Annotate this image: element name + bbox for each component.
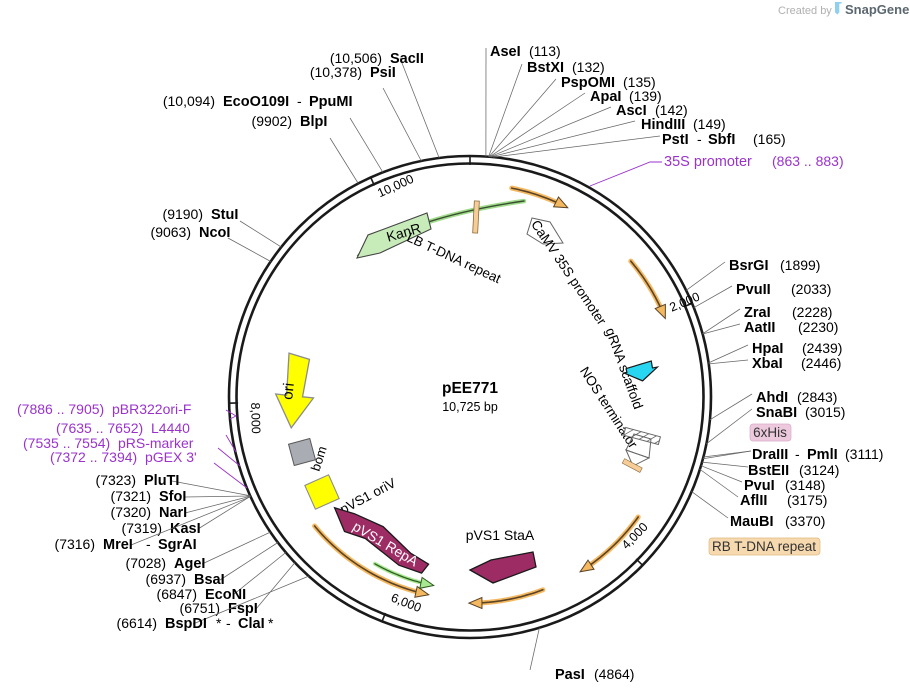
svg-text:-: - xyxy=(297,93,302,109)
svg-text:(1899): (1899) xyxy=(780,257,820,273)
svg-text:MreI: MreI xyxy=(103,537,133,553)
svg-text:pEE771: pEE771 xyxy=(442,380,498,397)
svg-text:(6751): (6751) xyxy=(180,600,220,616)
svg-text:6xHis: 6xHis xyxy=(753,425,787,440)
svg-text:(7372 .. 7394): (7372 .. 7394) xyxy=(50,449,137,465)
svg-text:(9190): (9190) xyxy=(163,206,203,222)
svg-text:(2843): (2843) xyxy=(797,389,837,405)
svg-text:(7321): (7321) xyxy=(111,488,151,504)
svg-text:BspDI: BspDI xyxy=(165,616,207,632)
svg-text:PpuMI: PpuMI xyxy=(309,94,353,110)
svg-text:(3370): (3370) xyxy=(785,513,825,529)
svg-text:AseI: AseI xyxy=(490,44,521,60)
svg-text:(10,378): (10,378) xyxy=(310,64,362,80)
svg-text:PstI: PstI xyxy=(662,132,689,148)
svg-text:(7323): (7323) xyxy=(96,472,136,488)
svg-text:AatII: AatII xyxy=(744,320,775,336)
svg-text:(3124): (3124) xyxy=(799,462,839,478)
svg-text:(9902): (9902) xyxy=(252,113,292,129)
svg-text:BsaI: BsaI xyxy=(194,572,225,588)
svg-text:HpaI: HpaI xyxy=(752,341,783,357)
svg-text:PvuI: PvuI xyxy=(744,478,775,494)
svg-text:(7316): (7316) xyxy=(55,536,95,552)
svg-text:*: * xyxy=(268,615,274,631)
svg-text:35S promoter: 35S promoter xyxy=(664,154,752,170)
svg-text:(7028): (7028) xyxy=(126,555,166,571)
svg-text:(7320): (7320) xyxy=(111,504,151,520)
svg-text:ori: ori xyxy=(279,382,298,400)
svg-text:BstEII: BstEII xyxy=(748,463,789,479)
svg-text:pGEX 3': pGEX 3' xyxy=(145,449,197,465)
svg-text:RB T-DNA repeat: RB T-DNA repeat xyxy=(712,539,816,554)
svg-text:(3148): (3148) xyxy=(785,477,825,493)
svg-text:PmlI: PmlI xyxy=(807,447,838,463)
svg-text:(6614): (6614) xyxy=(117,615,157,631)
svg-text:AflII: AflII xyxy=(740,493,767,509)
svg-text:-: - xyxy=(146,536,151,552)
svg-text:(2033): (2033) xyxy=(791,281,831,297)
svg-text:pVS1 StaA: pVS1 StaA xyxy=(466,527,535,543)
svg-text:MauBI: MauBI xyxy=(730,514,774,530)
svg-text:(10,094): (10,094) xyxy=(163,93,215,109)
svg-text:(9063): (9063) xyxy=(151,224,191,240)
svg-text:NcoI: NcoI xyxy=(199,225,230,241)
svg-text:(2230): (2230) xyxy=(798,319,838,335)
svg-text:-: - xyxy=(795,446,800,462)
svg-text:-: - xyxy=(226,615,231,631)
svg-text:PasI: PasI xyxy=(555,667,585,683)
svg-text:BlpI: BlpI xyxy=(300,114,327,130)
svg-text:(3111): (3111) xyxy=(845,446,883,462)
svg-text:(863 .. 883): (863 .. 883) xyxy=(772,153,844,169)
svg-text:(2439): (2439) xyxy=(802,340,842,356)
svg-text:HindIII: HindIII xyxy=(641,117,685,133)
svg-text:10,725 bp: 10,725 bp xyxy=(442,400,498,414)
svg-text:NarI: NarI xyxy=(159,505,187,521)
svg-text:(6937): (6937) xyxy=(146,571,186,587)
svg-text:XbaI: XbaI xyxy=(752,356,783,372)
svg-text:(2446): (2446) xyxy=(801,355,841,371)
svg-text:PsiI: PsiI xyxy=(370,65,396,81)
svg-text:pBR322ori-F: pBR322ori-F xyxy=(112,401,191,417)
svg-text:Created by: Created by xyxy=(778,5,832,17)
svg-text:(4864): (4864) xyxy=(594,666,634,682)
svg-text:SnaBI: SnaBI xyxy=(756,405,797,421)
svg-text:PvuII: PvuII xyxy=(736,282,771,298)
svg-text:SbfI: SbfI xyxy=(708,132,735,148)
svg-text:BsrGI: BsrGI xyxy=(729,258,769,274)
svg-text:StuI: StuI xyxy=(211,207,238,223)
svg-text:(7886 .. 7905): (7886 .. 7905) xyxy=(17,401,104,417)
svg-text:SnapGene: SnapGene xyxy=(845,2,909,17)
svg-text:ClaI: ClaI xyxy=(238,616,265,632)
svg-text:L4440: L4440 xyxy=(151,420,190,436)
svg-text:(165): (165) xyxy=(753,131,786,147)
svg-text:SgrAI: SgrAI xyxy=(158,537,197,553)
svg-text:DraIII: DraIII xyxy=(752,447,788,463)
svg-text:*: * xyxy=(216,615,222,631)
svg-text:(3015): (3015) xyxy=(805,404,845,420)
svg-text:(7635 .. 7652): (7635 .. 7652) xyxy=(56,420,143,436)
svg-text:8,000: 8,000 xyxy=(248,402,263,434)
svg-text:-: - xyxy=(697,131,702,147)
svg-text:BstXI: BstXI xyxy=(527,60,564,76)
svg-text:(142): (142) xyxy=(655,102,688,118)
svg-text:(149): (149) xyxy=(693,116,726,132)
svg-text:(3175): (3175) xyxy=(787,492,827,508)
svg-text:EcoO109I: EcoO109I xyxy=(223,94,289,110)
svg-text:(7319): (7319) xyxy=(122,520,162,536)
svg-text:ZraI: ZraI xyxy=(744,305,771,321)
svg-text:AhdI: AhdI xyxy=(756,390,788,406)
svg-text:AgeI: AgeI xyxy=(174,556,205,572)
svg-text:(113): (113) xyxy=(529,43,561,59)
svg-text:PluTI: PluTI xyxy=(144,473,179,489)
svg-text:SfoI: SfoI xyxy=(159,489,186,505)
svg-text:(2228): (2228) xyxy=(792,304,832,320)
svg-text:(132): (132) xyxy=(572,59,605,75)
